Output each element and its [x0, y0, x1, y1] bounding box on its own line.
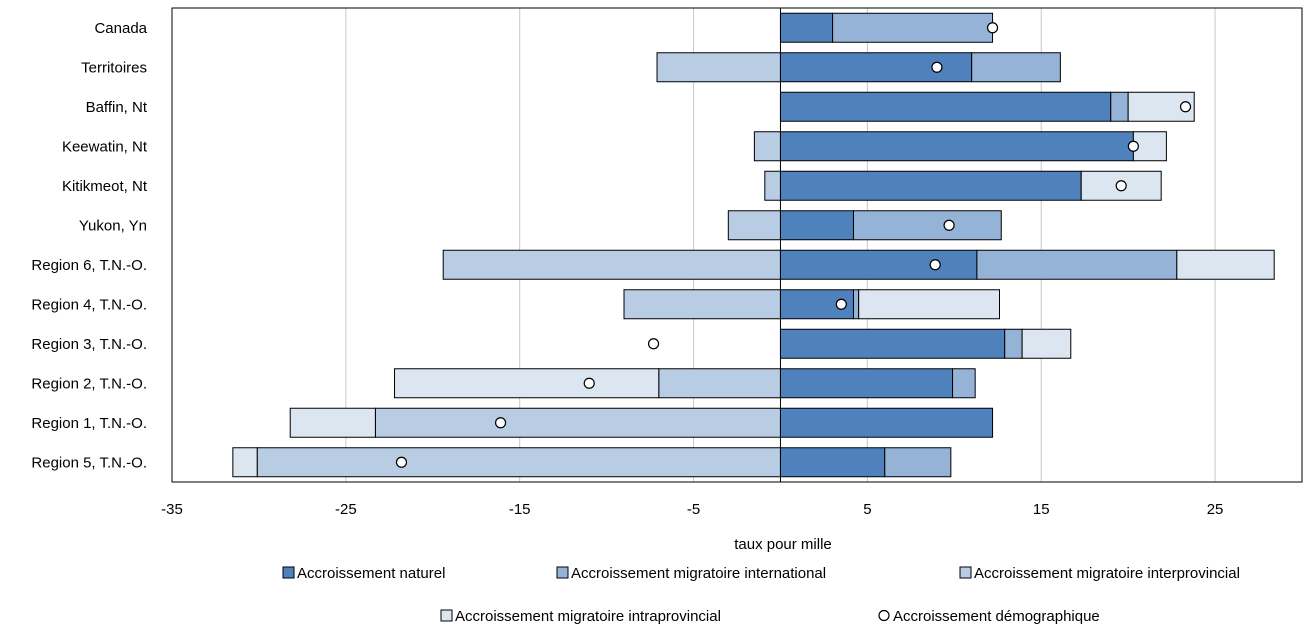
- bar-segment: [658, 368, 781, 399]
- bar-segment: [727, 210, 781, 241]
- legend-label: Accroissement migratoire international: [571, 565, 826, 582]
- data-point-marker: [647, 338, 660, 350]
- bar-segment: [656, 52, 781, 83]
- bar-segment: [779, 170, 1082, 201]
- bar-segment: [884, 447, 952, 478]
- x-tick-labels: -35 -25 -15 -5 5 15 25: [161, 501, 1223, 518]
- bar-segment: [779, 52, 973, 83]
- legend-label: Accroissement migratoire intraprovincial: [455, 608, 721, 625]
- legend-swatch: [440, 609, 453, 622]
- bar-segment: [256, 447, 781, 478]
- x-tick-label: 15: [1033, 501, 1050, 518]
- legend-label: Accroissement migratoire interprovincial: [974, 565, 1240, 582]
- legend-label: Accroissement démographique: [893, 608, 1100, 625]
- bar-segment: [858, 289, 1001, 320]
- legend: Accroissement naturel Accroissement migra…: [282, 565, 1240, 625]
- data-point-marker: [929, 259, 941, 271]
- legend-swatch: [959, 566, 972, 579]
- x-tick-label: -15: [509, 501, 531, 518]
- bar-segment: [764, 170, 781, 201]
- category-label: Territoires: [81, 59, 147, 76]
- x-tick-label: 5: [863, 501, 871, 518]
- bar-segment: [232, 447, 258, 478]
- bar-segment: [779, 91, 1112, 122]
- category-label: Canada: [94, 20, 147, 37]
- x-tick-label: -5: [687, 501, 700, 518]
- bar-segment: [779, 447, 886, 478]
- legend-label: Accroissement naturel: [297, 565, 445, 582]
- x-axis-label: taux pour mille: [734, 536, 832, 553]
- x-tick-label: -35: [161, 501, 183, 518]
- data-point-marker: [395, 456, 408, 468]
- category-label: Region 1, T.N.-O.: [31, 415, 147, 432]
- gridlines: [345, 8, 1216, 482]
- markers: [395, 22, 1192, 468]
- bars: [232, 8, 1275, 482]
- category-label: Region 4, T.N.-O.: [31, 296, 147, 313]
- bar-segment: [374, 407, 781, 438]
- bar-segment: [1110, 91, 1129, 122]
- category-labels: Canada Territoires Baffin, Nt Keewatin, Nt K…: [31, 20, 147, 472]
- category-label: Region 2, T.N.-O.: [31, 375, 147, 392]
- data-point-marker: [1127, 140, 1139, 152]
- bar-segment: [852, 289, 860, 320]
- data-point-marker: [986, 22, 999, 34]
- bar-segment: [779, 249, 978, 280]
- category-label: Yukon, Yn: [79, 217, 147, 234]
- bar-segment: [779, 131, 1134, 162]
- bar-segment: [1176, 249, 1275, 280]
- category-label: Baffin, Nt: [86, 99, 148, 116]
- legend-marker: [878, 609, 890, 622]
- data-point-marker: [1115, 180, 1127, 192]
- data-point-marker: [931, 61, 943, 73]
- bar-segment: [779, 328, 1006, 359]
- bar-segment: [1004, 328, 1023, 359]
- bar-segment: [779, 12, 834, 43]
- data-point-marker: [494, 417, 507, 429]
- data-point-marker: [1179, 101, 1192, 113]
- category-label: Keewatin, Nt: [62, 138, 148, 155]
- bar-segment: [952, 368, 976, 399]
- bar-segment: [832, 12, 994, 43]
- category-label: Region 6, T.N.-O.: [31, 257, 147, 274]
- category-label: Kitikmeot, Nt: [62, 178, 148, 195]
- bar-segment: [1021, 328, 1072, 359]
- plot-area-frame: [171, 7, 1303, 483]
- bar-segment: [779, 210, 854, 241]
- legend-swatch: [556, 566, 569, 579]
- bar-segment: [976, 249, 1178, 280]
- category-label: Region 5, T.N.-O.: [31, 454, 147, 471]
- bar-segment: [779, 407, 994, 438]
- category-label: Region 3, T.N.-O.: [31, 336, 147, 353]
- legend-swatch: [282, 566, 295, 579]
- x-tick-label: -25: [335, 501, 357, 518]
- bar-segment: [971, 52, 1061, 83]
- data-point-marker: [583, 377, 595, 389]
- bar-segment: [753, 131, 781, 162]
- x-tick-label: 25: [1207, 501, 1224, 518]
- bar-segment: [779, 368, 954, 399]
- bar-segment: [442, 249, 781, 280]
- data-point-marker: [943, 219, 955, 231]
- bar-segment: [852, 210, 1002, 241]
- bar-segment: [623, 289, 781, 320]
- bar-segment: [394, 368, 660, 399]
- bar-segment: [289, 407, 376, 438]
- data-point-marker: [835, 298, 847, 310]
